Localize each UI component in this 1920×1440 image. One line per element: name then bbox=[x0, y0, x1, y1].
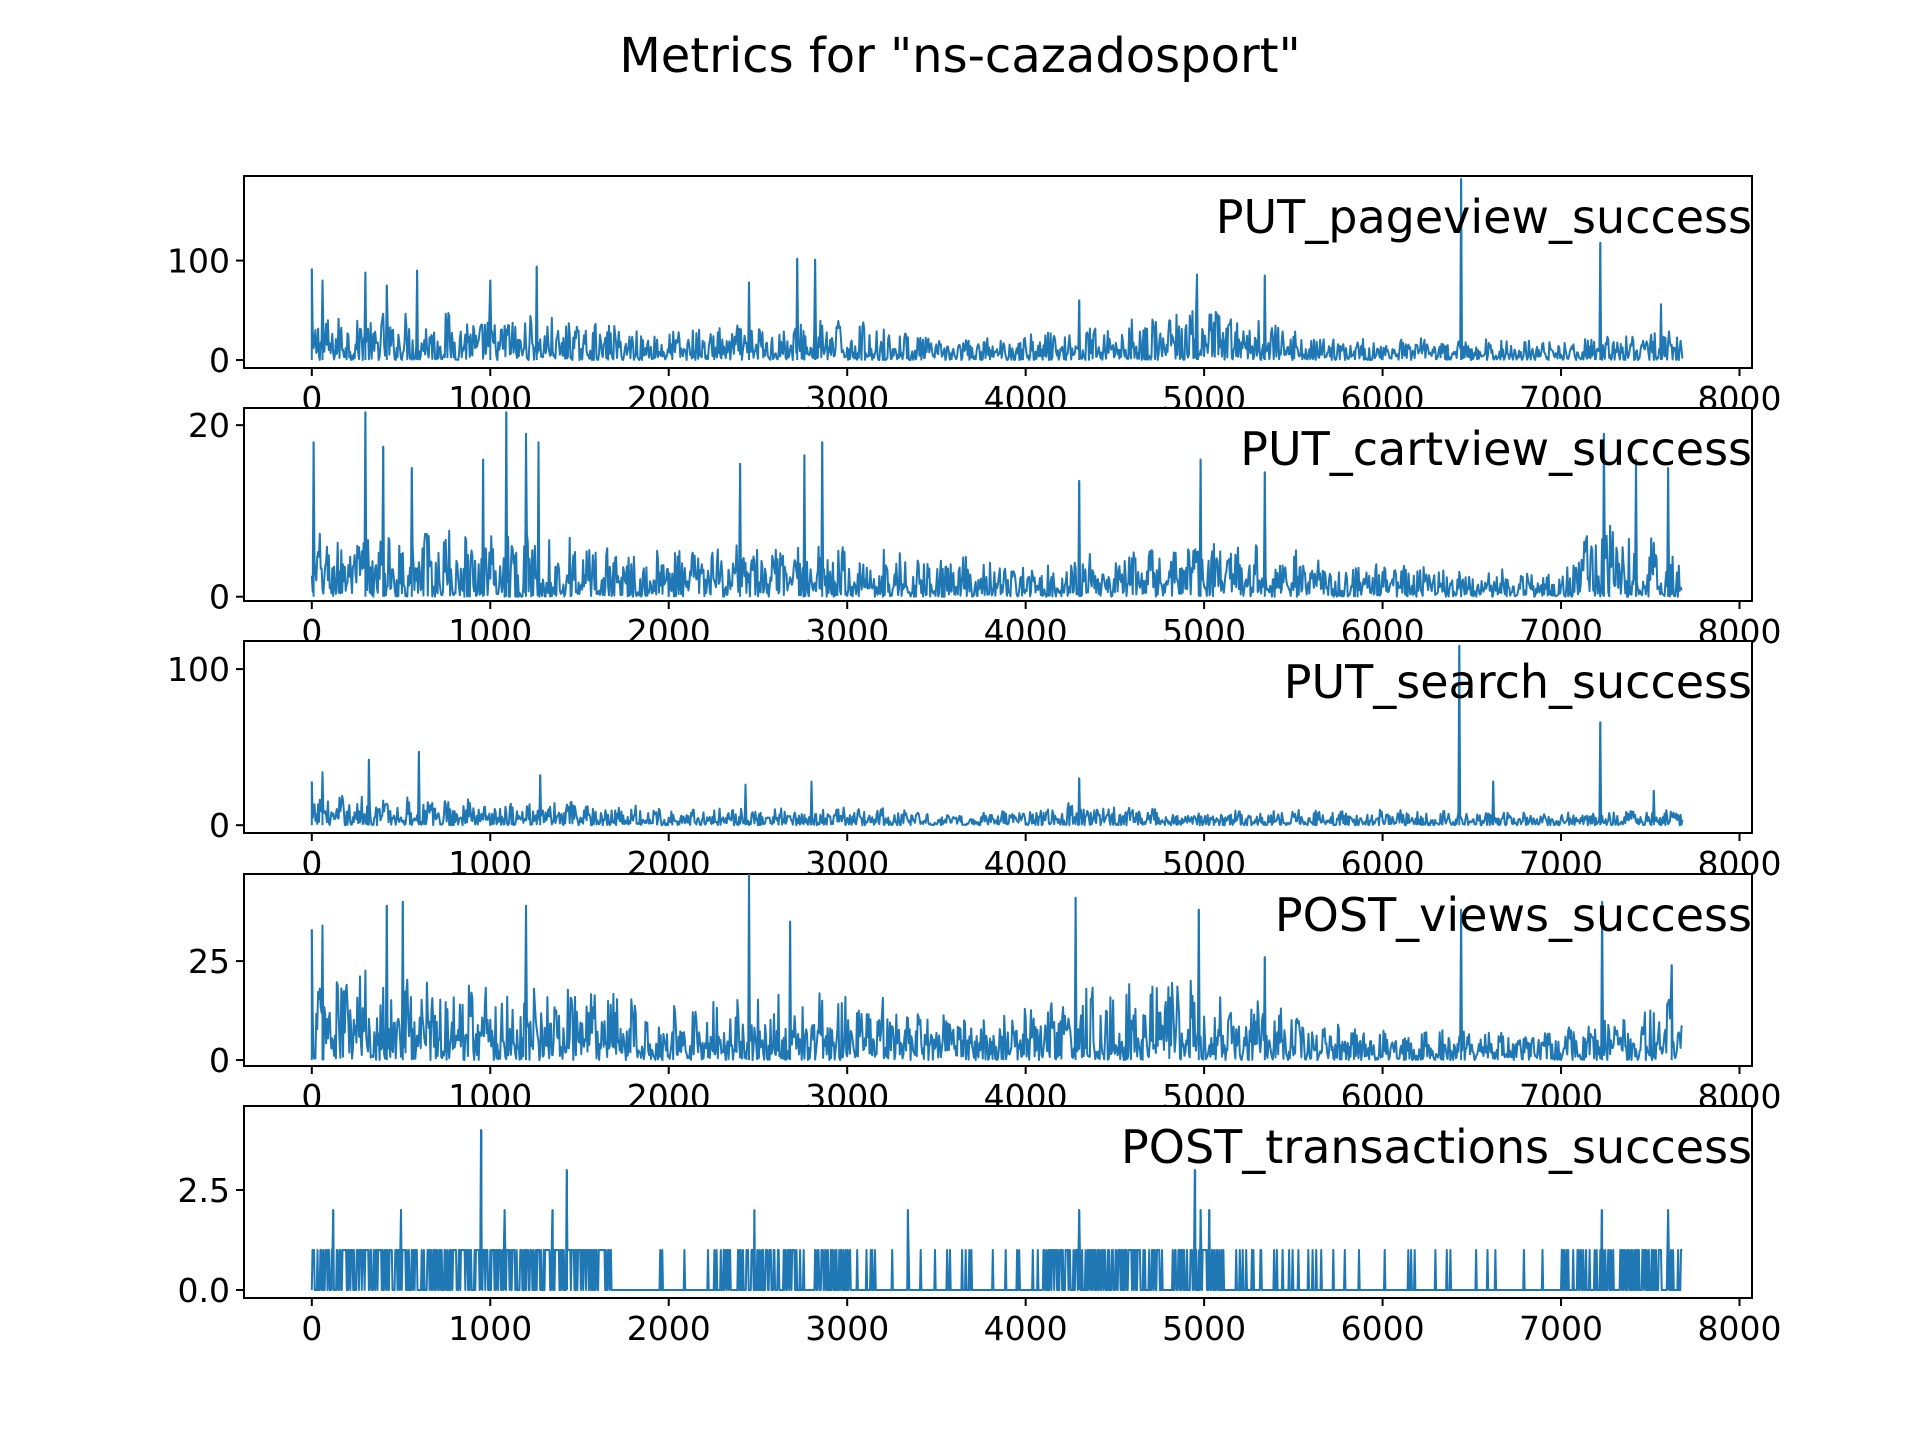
panel-label: PUT_search_success bbox=[1284, 655, 1752, 709]
figure-title: Metrics for "ns-cazadosport" bbox=[619, 28, 1300, 84]
series-line-PUT_pageview_success bbox=[310, 178, 1684, 361]
subplots: 0 1000 2000 3000 4000 5000 6000 7000 80000100PUT… bbox=[167, 175, 1782, 1348]
y-tick-label: 0.0 bbox=[178, 1271, 230, 1310]
x-tick-label: 1000 bbox=[448, 1309, 532, 1348]
series-line-PUT_cartview_success bbox=[310, 411, 1683, 598]
panel-label: POST_views_success bbox=[1275, 888, 1752, 942]
panel-label: POST_transactions_success bbox=[1121, 1120, 1752, 1174]
y-tick-label: 0 bbox=[209, 578, 230, 617]
subplot-5: 0 1000 2000 3000 4000 5000 6000 7000 8000 0.0 2.5 P… bbox=[178, 1105, 1782, 1348]
x-tick-label: 0 bbox=[301, 1309, 322, 1348]
y-tick-label: 0 bbox=[209, 806, 230, 845]
y-tick-label: 20 bbox=[188, 406, 230, 445]
y-tick-label: 100 bbox=[167, 650, 230, 689]
panel-label: PUT_pageview_success bbox=[1216, 190, 1752, 244]
x-tick-label: 8000 bbox=[1698, 1309, 1782, 1348]
axes-frame bbox=[243, 407, 1753, 602]
axes-frame bbox=[243, 640, 1753, 834]
x-tick-label: 6000 bbox=[1341, 1309, 1425, 1348]
y-tick-label: 0 bbox=[209, 341, 230, 380]
subplot-1: 0 1000 2000 3000 4000 5000 6000 7000 80000100PUT… bbox=[167, 175, 1781, 418]
x-tick-label: 2000 bbox=[627, 1309, 711, 1348]
x-tick-label: 3000 bbox=[805, 1309, 889, 1348]
x-tick-label: 5000 bbox=[1162, 1309, 1246, 1348]
y-tick-label: 2.5 bbox=[178, 1171, 230, 1210]
y-tick-label: 100 bbox=[167, 242, 230, 281]
y-tick-label: 25 bbox=[188, 942, 230, 981]
y-tick-label: 0 bbox=[209, 1041, 230, 1080]
x-tick-label: 7000 bbox=[1519, 1309, 1603, 1348]
series-line-POST_views_success bbox=[310, 874, 1684, 1062]
series-line-POST_transactions_success bbox=[310, 1129, 1683, 1291]
x-tick-label: 4000 bbox=[984, 1309, 1068, 1348]
panel-label: PUT_cartview_success bbox=[1240, 422, 1752, 476]
